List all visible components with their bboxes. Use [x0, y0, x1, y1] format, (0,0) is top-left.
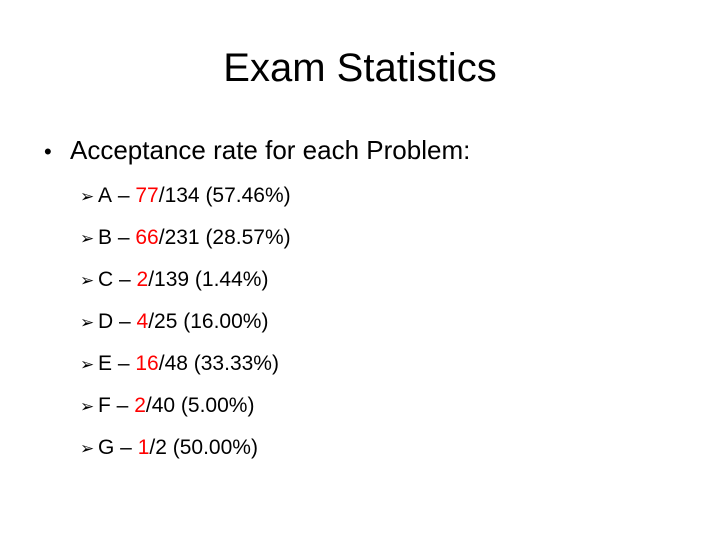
problem-item-e: ➢ E – 16/48 (33.33%)	[80, 350, 684, 379]
accepted-count: 1	[137, 436, 150, 459]
accepted-count: 4	[136, 310, 149, 333]
problem-dash: –	[114, 436, 138, 459]
bullet-dot-icon: •	[44, 139, 52, 164]
accepted-count: 16	[135, 352, 159, 375]
problem-dash: –	[112, 352, 136, 375]
problem-item-b: ➢ B – 66/231 (28.57%)	[80, 224, 684, 253]
problem-item-g: ➢ G – 1/2 (50.00%)	[80, 434, 684, 463]
arrow-bullet-icon: ➢	[80, 229, 95, 248]
main-bullet-text: Acceptance rate for each Problem:	[70, 135, 471, 165]
problem-item-d: ➢ D – 4/25 (16.00%)	[80, 308, 684, 337]
problem-total: /40 (5.00%)	[145, 394, 255, 417]
problem-letter: A	[98, 184, 113, 207]
accepted-count: 66	[135, 226, 159, 249]
arrow-bullet-icon: ➢	[80, 271, 95, 290]
accepted-count: 2	[136, 268, 149, 291]
problem-letter: D	[98, 310, 114, 333]
problem-dash: –	[112, 184, 136, 207]
problem-letter: F	[98, 394, 111, 417]
problem-total: /139 (1.44%)	[148, 268, 269, 291]
problem-dash: –	[110, 394, 135, 417]
slide-title: Exam Statistics	[223, 46, 497, 90]
accepted-count: 2	[134, 394, 146, 417]
problem-dash: –	[113, 310, 137, 333]
problem-letter: B	[98, 226, 113, 249]
arrow-bullet-icon: ➢	[80, 355, 95, 374]
problem-item-f: ➢ F – 2/40 (5.00%)	[80, 392, 684, 421]
problem-dash: –	[112, 226, 136, 249]
problem-total: /2 (50.00%)	[149, 436, 258, 459]
problem-dash: –	[113, 268, 137, 291]
arrow-bullet-icon: ➢	[80, 439, 95, 458]
problem-letter: E	[98, 352, 113, 375]
accepted-count: 77	[135, 184, 159, 207]
problem-total: /134 (57.46%)	[158, 184, 291, 207]
arrow-bullet-icon: ➢	[80, 313, 95, 332]
problem-letter: C	[98, 268, 114, 291]
arrow-bullet-icon: ➢	[80, 397, 95, 416]
problem-item-c: ➢ C – 2/139 (1.44%)	[80, 266, 684, 295]
slide-content: • Acceptance rate for each Problem: ➢ A …	[44, 132, 684, 476]
problem-list: ➢ A – 77/134 (57.46%) ➢ B – 66/231 (28.5…	[44, 182, 684, 463]
main-bullet: • Acceptance rate for each Problem:	[44, 132, 684, 170]
problem-total: /231 (28.57%)	[158, 226, 291, 249]
problem-item-a: ➢ A – 77/134 (57.46%)	[80, 182, 684, 211]
arrow-bullet-icon: ➢	[80, 187, 95, 206]
problem-letter: G	[98, 436, 115, 459]
problem-total: /48 (33.33%)	[158, 352, 279, 375]
problem-total: /25 (16.00%)	[148, 310, 269, 333]
